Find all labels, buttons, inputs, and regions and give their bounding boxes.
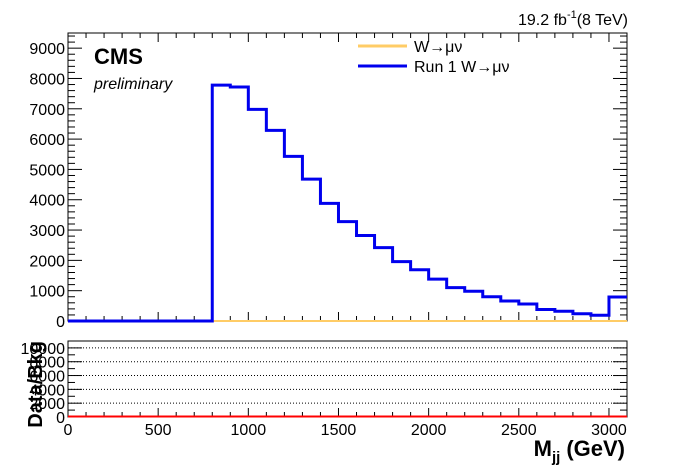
ratio-plot-frame (67, 340, 628, 418)
main-y-tick-label: 4000 (29, 193, 65, 210)
ratio-y-tick-label: 4000 (29, 382, 65, 399)
main-y-tick-label: 0 (56, 314, 65, 331)
legend: W→μν Run 1 W→μν (358, 39, 509, 76)
x-tick-label: 0 (64, 422, 73, 439)
ratio-y-tick-label: 0 (56, 410, 65, 427)
ratio-y-tick-label: 6000 (29, 369, 65, 386)
x-tick-label: 500 (145, 422, 172, 439)
legend-label-run1-w-munu: Run 1 W→μν (414, 59, 509, 76)
series-line-1 (68, 83, 627, 323)
x-tick-label: 1500 (321, 422, 357, 439)
main-y-tick-label: 9000 (29, 41, 65, 58)
main-y-tick-label: 3000 (29, 223, 65, 240)
ratio-y-tick-label: 8000 (29, 355, 65, 372)
ratio-y-tick-label: 2000 (29, 396, 65, 413)
main-axis-ticks: 0 1000 2000 3000 4000 5000 6000 7000 8000 9000 (29, 33, 628, 331)
x-tick-label: 2500 (501, 422, 537, 439)
preliminary-label: preliminary (93, 76, 173, 93)
cms-label: CMS (94, 44, 143, 69)
main-y-tick-label: 5000 (29, 162, 65, 179)
ratio-y-axis-label: Data/Bkg (25, 341, 47, 428)
main-y-tick-label: 6000 (29, 132, 65, 149)
main-y-tick-label: 7000 (29, 102, 65, 119)
legend-label-w-munu: W→μν (414, 39, 462, 56)
x-axis-label: Mjj (GeV) (534, 436, 625, 466)
main-y-tick-label: 2000 (29, 253, 65, 270)
luminosity-label: 19.2 fb-1(8 TeV) (518, 9, 628, 29)
x-tick-label: 2000 (411, 422, 447, 439)
main-y-tick-label: 8000 (29, 71, 65, 88)
x-tick-label: 1000 (231, 422, 267, 439)
main-y-tick-label: 1000 (29, 284, 65, 301)
x-tick-label: 3000 (591, 422, 627, 439)
main-series-group (68, 83, 627, 323)
ratio-y-tick-label: 10000 (21, 341, 66, 358)
